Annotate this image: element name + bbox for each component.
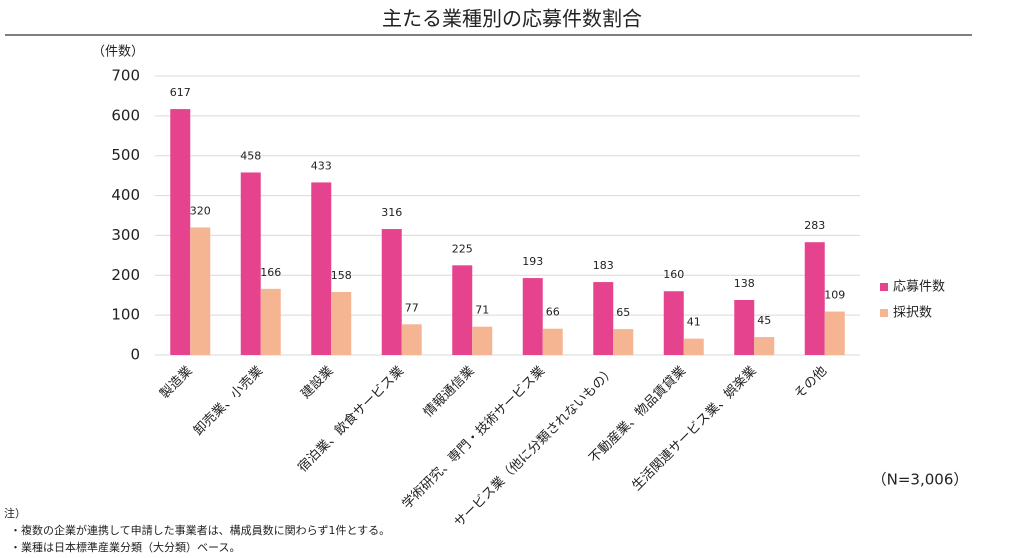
bar [663,291,684,355]
value-label: 283 [804,219,825,232]
x-tick-label: 卸売業、小売業 [190,363,266,439]
bar [824,311,845,355]
value-label: 71 [475,304,489,317]
bar [472,326,493,355]
y-tick-label: 400 [111,186,140,204]
value-label: 45 [757,314,771,327]
legend-swatch [880,309,888,317]
value-label: 316 [381,206,402,219]
bar [804,242,825,355]
note: 注） [4,506,26,520]
value-label: 158 [331,269,352,282]
bar [613,329,634,355]
x-tick-label: サービス業（他に分類されないもの） [451,363,619,531]
y-tick-label: 500 [111,146,140,164]
x-tick-label: 情報通信業 [420,363,477,420]
value-label: 193 [522,255,543,268]
y-tick-label: 200 [111,266,140,284]
value-label: 166 [260,266,281,279]
value-label: 160 [663,268,684,281]
bar [240,172,261,355]
value-label: 458 [240,149,261,162]
note: ・業種は日本標準産業分類（大分類）ベース。 [10,540,240,554]
y-tick-label: 700 [111,67,140,85]
bar [170,109,191,356]
bar [452,265,473,355]
legend-label: 応募件数 [893,280,945,295]
bar [683,338,704,355]
x-tick-label: 製造業 [157,363,196,402]
bar [381,229,402,355]
value-label: 183 [593,259,614,272]
note: ・複数の企業が連携して申請した事業者は、構成員数に関わらず1件とする。 [10,523,390,537]
value-label: 109 [824,289,845,302]
value-label: 433 [311,159,332,172]
value-label: 320 [190,204,211,217]
value-label: 77 [405,301,419,314]
y-tick-label: 0 [130,346,140,364]
bar [401,324,422,355]
bar [260,288,281,355]
y-axis-label: （件数） [92,45,144,60]
x-tick-label: 生活関連サービス業、娯楽業 [629,363,760,494]
bar [190,227,211,355]
chart-title: 主たる業種別の応募件数割合 [382,7,642,31]
x-tick-label: 建設業 [298,363,337,402]
value-label: 65 [616,306,630,319]
value-label: 66 [546,306,560,319]
x-tick-label: 学術研究、専門・技術サービス業 [399,363,548,512]
bar [593,282,614,355]
y-tick-label: 100 [111,306,140,324]
bar [311,182,332,355]
legend-label: 採択数 [893,306,932,321]
value-label: 225 [452,242,473,255]
value-label: 41 [687,316,701,329]
x-tick-label: その他 [792,364,830,402]
bar [331,292,352,355]
annotation: （N=3,006） [872,471,969,489]
value-label: 138 [734,277,755,290]
bar [754,337,775,355]
bar [522,278,543,355]
y-tick-label: 600 [111,106,140,124]
bar [542,328,563,355]
legend-swatch [880,283,888,291]
value-label: 617 [170,86,191,99]
bar [734,299,755,355]
y-tick-label: 300 [111,226,140,244]
